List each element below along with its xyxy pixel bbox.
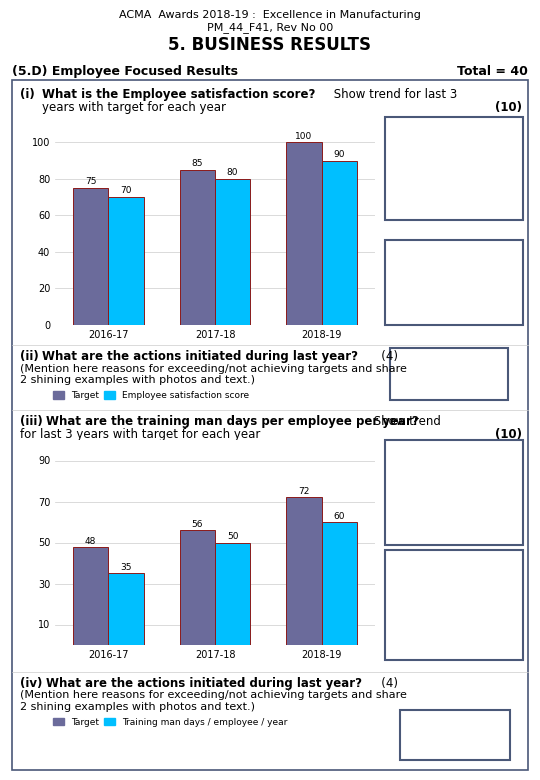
Text: (Mention here reasons for exceeding/not achieving targets and share: (Mention here reasons for exceeding/not … bbox=[20, 690, 407, 700]
Text: (4): (4) bbox=[355, 677, 398, 690]
Text: 70: 70 bbox=[120, 186, 132, 195]
Text: ACMA  Awards 2018-19 :  Excellence in Manufacturing: ACMA Awards 2018-19 : Excellence in Manu… bbox=[119, 10, 421, 20]
Bar bbox=[286, 498, 322, 645]
Bar bbox=[385, 117, 523, 220]
Text: (10): (10) bbox=[495, 428, 522, 441]
Bar bbox=[400, 710, 510, 760]
Bar bbox=[73, 547, 109, 645]
Text: (iv): (iv) bbox=[20, 677, 42, 690]
Text: 80: 80 bbox=[227, 168, 238, 177]
Text: years with target for each year: years with target for each year bbox=[42, 101, 226, 114]
Text: 2 shining examples with photos and text.): 2 shining examples with photos and text.… bbox=[20, 702, 255, 712]
Text: What are the training man days per employee per year?: What are the training man days per emplo… bbox=[46, 415, 418, 428]
Text: (iii): (iii) bbox=[20, 415, 43, 428]
Text: 2 shining examples with photos and text.): 2 shining examples with photos and text.… bbox=[20, 375, 255, 385]
Text: 5. BUSINESS RESULTS: 5. BUSINESS RESULTS bbox=[168, 36, 372, 54]
Legend: Target, Employee satisfaction score: Target, Employee satisfaction score bbox=[53, 392, 249, 400]
Bar bbox=[215, 179, 250, 325]
Text: PM_44_F41, Rev No 00: PM_44_F41, Rev No 00 bbox=[207, 22, 333, 33]
Bar bbox=[322, 161, 357, 325]
Text: (ii): (ii) bbox=[20, 350, 39, 363]
Text: 75: 75 bbox=[85, 177, 97, 186]
Text: 100: 100 bbox=[295, 132, 313, 140]
Text: 35: 35 bbox=[120, 563, 132, 573]
Text: (i): (i) bbox=[20, 88, 35, 101]
Text: 85: 85 bbox=[192, 159, 203, 168]
Text: 90: 90 bbox=[334, 150, 345, 159]
Text: Show trend for last 3: Show trend for last 3 bbox=[330, 88, 457, 101]
Bar bbox=[385, 550, 523, 660]
Bar bbox=[73, 188, 109, 325]
Bar bbox=[109, 197, 144, 325]
Legend: Target, Training man days / employee / year: Target, Training man days / employee / y… bbox=[53, 718, 287, 727]
Text: Total = 40: Total = 40 bbox=[457, 65, 528, 78]
Text: (4): (4) bbox=[355, 350, 398, 363]
Text: 50: 50 bbox=[227, 533, 238, 541]
Bar bbox=[322, 522, 357, 645]
Text: 56: 56 bbox=[192, 520, 203, 529]
Bar bbox=[12, 80, 528, 770]
Text: What is the Employee satisfaction score?: What is the Employee satisfaction score? bbox=[42, 88, 315, 101]
Bar bbox=[109, 573, 144, 645]
Text: 48: 48 bbox=[85, 537, 97, 545]
Bar bbox=[385, 440, 523, 545]
Text: 60: 60 bbox=[334, 512, 345, 521]
Bar bbox=[215, 543, 250, 645]
Bar bbox=[286, 143, 322, 325]
Text: (Mention here reasons for exceeding/not achieving targets and share: (Mention here reasons for exceeding/not … bbox=[20, 364, 407, 374]
Text: for last 3 years with target for each year: for last 3 years with target for each ye… bbox=[20, 428, 260, 441]
Bar bbox=[385, 240, 523, 325]
Bar bbox=[180, 170, 215, 325]
Bar bbox=[390, 348, 508, 400]
Text: (5.D) Employee Focused Results: (5.D) Employee Focused Results bbox=[12, 65, 238, 78]
Text: 72: 72 bbox=[299, 488, 310, 496]
Text: Show trend: Show trend bbox=[370, 415, 441, 428]
Text: (10): (10) bbox=[495, 101, 522, 114]
Bar bbox=[180, 530, 215, 645]
Text: What are the actions initiated during last year?: What are the actions initiated during la… bbox=[46, 677, 362, 690]
Text: What are the actions initiated during last year?: What are the actions initiated during la… bbox=[42, 350, 358, 363]
